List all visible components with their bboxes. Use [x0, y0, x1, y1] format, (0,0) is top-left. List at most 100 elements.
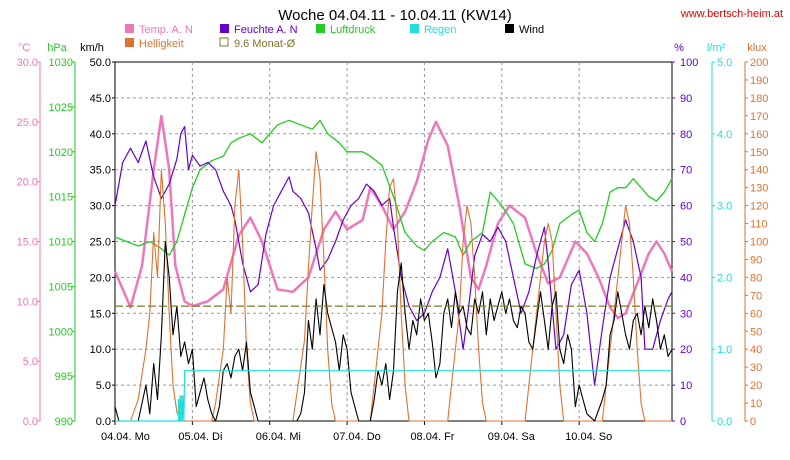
tick-label-temp: 10.0: [17, 296, 38, 308]
tick-label-rain: 0.0: [717, 416, 732, 428]
tick-label-wind: 35.0: [90, 165, 111, 177]
tick-label-press: 990: [55, 416, 73, 428]
tick-label-lux: 180: [750, 93, 768, 105]
axes: 0.05.010.015.020.025.030.0°C990995100010…: [17, 42, 769, 443]
tick-label-lux: 130: [750, 183, 768, 195]
tick-label-lux: 30: [750, 362, 762, 374]
tick-label-wind: 0.0: [96, 416, 111, 428]
axis-unit-rain: l/m²: [707, 42, 726, 54]
axis-unit-hum: %: [674, 42, 684, 54]
legend-label: Luftdruck: [330, 24, 376, 36]
legend-swatch: [219, 37, 229, 47]
tick-label-hum: 70: [680, 165, 692, 177]
tick-label-lux: 40: [750, 344, 762, 356]
tick-label-lux: 80: [750, 272, 762, 284]
axis-unit-press: hPa: [47, 42, 67, 54]
tick-label-temp: 25.0: [17, 117, 38, 129]
tick-label-hum: 90: [680, 93, 692, 105]
tick-label-lux: 50: [750, 326, 762, 338]
tick-label-lux: 170: [750, 111, 768, 123]
tick-label-lux: 150: [750, 147, 768, 159]
legend-swatch: [410, 24, 419, 33]
series-line: [114, 125, 673, 386]
tick-label-lux: 90: [750, 254, 762, 266]
tick-label-temp: 15.0: [17, 237, 38, 249]
tick-label-press: 1000: [49, 326, 73, 338]
legend-swatch: [505, 24, 514, 33]
legend-label: 9.6 Monat-Ø: [234, 38, 296, 50]
tick-label-lux: 20: [750, 380, 762, 392]
tick-label-temp: 0.0: [23, 416, 38, 428]
tick-label-hum: 40: [680, 272, 692, 284]
tick-label-wind: 30.0: [90, 201, 111, 213]
legend-label: Temp. A. N: [139, 24, 193, 36]
tick-label-hum: 50: [680, 237, 692, 249]
x-tick-label: 10.04. So: [565, 431, 612, 443]
legend-label: Helligkeit: [139, 38, 184, 50]
series-line: [115, 151, 672, 422]
tick-label-wind: 20.0: [90, 272, 111, 284]
tick-label-wind: 25.0: [90, 237, 111, 249]
tick-label-rain: 3.0: [717, 201, 732, 213]
tick-label-lux: 70: [750, 290, 762, 302]
tick-label-lux: 200: [750, 57, 768, 69]
tick-label-wind: 40.0: [90, 129, 111, 141]
x-tick-label: 05.04. Di: [178, 431, 222, 443]
legend-label: Wind: [519, 24, 544, 36]
tick-label-hum: 20: [680, 344, 692, 356]
axis-unit-temp: °C: [18, 42, 30, 54]
x-tick-label: 08.04. Fr: [410, 431, 454, 443]
tick-label-lux: 100: [750, 237, 768, 249]
tick-label-hum: 30: [680, 308, 692, 320]
axis-unit-lux: klux: [747, 42, 767, 54]
tick-label-wind: 5.0: [96, 380, 111, 392]
tick-label-hum: 80: [680, 129, 692, 141]
legend-swatch: [316, 24, 325, 33]
legend: Temp. A. N Helligkeit Feuchte A. N 9.6 Mona…: [125, 24, 544, 50]
tick-label-lux: 140: [750, 165, 768, 177]
tick-label-lux: 160: [750, 129, 768, 141]
tick-label-press: 1025: [49, 102, 73, 114]
x-tick-label: 09.04. Sa: [488, 431, 536, 443]
legend-swatch: [125, 24, 134, 33]
tick-label-wind: 45.0: [90, 93, 111, 105]
legend-label: Feuchte A. N: [234, 24, 298, 36]
tick-label-lux: 110: [750, 219, 768, 231]
tick-label-temp: 30.0: [17, 57, 38, 69]
series-line: [114, 240, 673, 422]
tick-label-press: 1015: [49, 192, 73, 204]
tick-label-wind: 50.0: [90, 57, 111, 69]
tick-label-rain: 4.0: [717, 129, 732, 141]
tick-label-press: 1020: [49, 147, 73, 159]
tick-label-wind: 15.0: [90, 308, 111, 320]
axis-unit-wind: km/h: [80, 42, 104, 54]
tick-label-press: 1030: [49, 57, 73, 69]
series-line: [114, 119, 673, 270]
tick-label-hum: 10: [680, 380, 692, 392]
series-line: [113, 114, 674, 320]
x-tick-label: 04.04. Mo: [101, 431, 150, 443]
x-tick-label: 06.04. Mi: [256, 431, 301, 443]
series-line: [115, 370, 672, 422]
tick-label-temp: 5.0: [23, 356, 38, 368]
tick-label-rain: 1.0: [717, 344, 732, 356]
tick-label-lux: 120: [750, 201, 768, 213]
tick-label-temp: 20.0: [17, 177, 38, 189]
legend-label: Regen: [424, 24, 456, 36]
tick-label-rain: 2.0: [717, 272, 732, 284]
site-url: www.bertsch-heim.at: [680, 8, 783, 20]
plot-area: [113, 114, 674, 422]
tick-label-hum: 100: [680, 57, 698, 69]
tick-label-lux: 190: [750, 75, 768, 87]
tick-label-hum: 60: [680, 201, 692, 213]
x-tick-label: 07.04. Do: [333, 431, 381, 443]
legend-swatch: [220, 24, 229, 33]
legend-swatch: [125, 38, 134, 47]
tick-label-wind: 10.0: [90, 344, 111, 356]
tick-label-press: 995: [55, 371, 73, 383]
tick-label-lux: 0: [750, 416, 756, 428]
tick-label-lux: 10: [750, 398, 762, 410]
tick-label-rain: 5.0: [717, 57, 732, 69]
tick-label-lux: 60: [750, 308, 762, 320]
